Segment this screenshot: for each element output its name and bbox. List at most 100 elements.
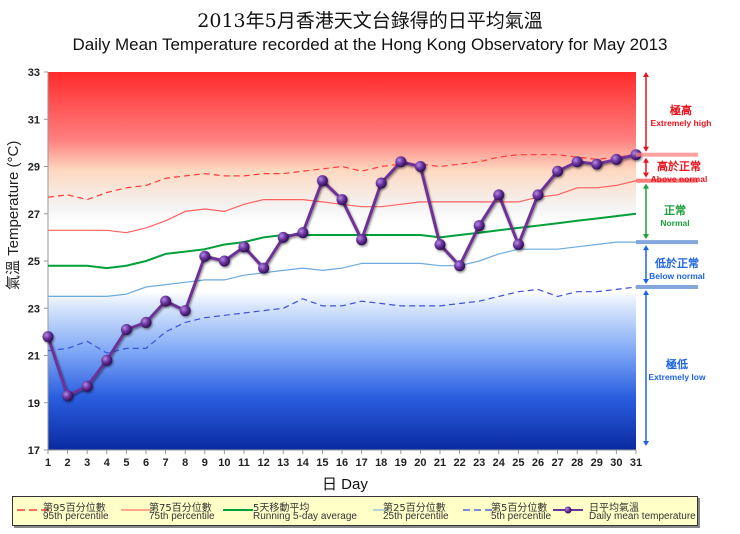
band-zh: 正常 [664,204,686,217]
solid-line-icon [223,509,253,511]
x-tick-label: 22 [453,457,465,469]
solid-line-icon [373,509,387,511]
data-point-marker [454,260,466,272]
legend-label-en: 5th percentile [491,511,552,522]
data-point-marker [434,238,446,250]
band-en: Below normal [649,271,705,281]
x-tick-label: 6 [143,457,149,469]
x-tick-label: 11 [238,457,250,469]
x-tick-label: 29 [591,457,603,469]
x-tick-label: 31 [630,457,642,469]
data-point-marker [42,331,54,343]
x-tick-label: 28 [571,457,583,469]
dashed-line-icon [463,509,495,511]
band-zh: 極低 [666,358,688,371]
band-extremely-low: 極低 Extremely low [632,356,722,382]
dashed-line-icon [17,509,49,511]
legend-label-en: Daily mean temperature [589,511,696,522]
legend-label-zh: 第95百分位數 [43,503,106,514]
band-en: Normal [660,218,690,228]
x-tick-label: 27 [551,457,563,469]
series-5th-percentile [47,286,637,354]
x-tick-label: 26 [532,457,544,469]
data-point-marker [591,158,603,170]
band-en: Extremely low [648,372,706,382]
y-tick-label: 27 [28,209,40,221]
data-point-marker [512,238,524,250]
x-tick-label: 4 [104,457,111,469]
legend: 第95百分位數 95th percentile 第75百分位數 75th per… [12,496,698,526]
data-point-marker [81,380,93,392]
data-point-marker [140,316,152,328]
plot-background [48,72,636,450]
x-tick-label: 18 [375,457,387,469]
x-tick-label: 16 [336,457,348,469]
legend-label-en: Running 5-day average [253,511,357,522]
category-arrows [636,72,698,446]
data-point-marker [571,156,583,168]
data-point-marker [414,161,426,172]
band-en: Above normal [650,174,708,184]
y-tick-label: 19 [28,398,40,410]
y-tick-label: 25 [28,256,40,268]
data-point-marker [297,227,309,239]
data-point-marker [473,220,485,232]
x-tick-label: 25 [512,457,524,469]
marker-line-icon [553,506,583,514]
x-tick-label: 7 [163,457,169,469]
x-tick-label: 12 [257,457,269,469]
y-tick-label: 17 [28,445,40,457]
legend-label-zh: 日平均氣溫 [589,503,639,514]
y-axis-label: 氣溫 Temperature (°C) [5,140,22,290]
data-point-marker [493,189,505,201]
x-tick-label: 24 [493,457,506,469]
x-tick-label: 30 [610,457,622,469]
x-tick-label: 14 [297,457,310,469]
x-tick-label: 21 [434,457,446,469]
x-tick-label: 1 [45,457,51,469]
band-above-normal: 高於正常 Above normal [634,158,724,184]
x-tick-label: 2 [65,457,71,469]
data-point-marker [610,153,622,165]
legend-label-zh: 第25百分位數 [383,503,446,514]
x-tick-label: 15 [316,457,328,469]
series-95th-percentile [47,154,637,201]
x-tick-label: 20 [414,457,426,469]
chart-title-en: Daily Mean Temperature recorded at the H… [72,35,668,54]
x-tick-label: 17 [355,457,367,469]
data-point-marker [532,189,544,201]
legend-label-en: 95th percentile [43,511,109,522]
data-point-marker [160,295,172,307]
legend-label-zh: 第75百分位數 [149,503,212,514]
x-tick-label: 9 [202,457,208,469]
band-extremely-high: 極高 Extremely high [636,102,726,128]
band-en: Extremely high [650,118,712,128]
band-zh: 高於正常 [657,160,701,173]
band-zh: 極高 [670,104,692,117]
data-point-marker [218,255,230,267]
x-axis-label: 日 Day [322,476,368,493]
data-point-marker [356,234,368,246]
x-tick-label: 5 [123,457,129,469]
x-tick-label: 8 [182,457,188,469]
y-tick-label: 29 [28,162,40,174]
x-tick-label: 19 [395,457,407,469]
y-tick-label: 31 [28,114,40,126]
data-point-marker [336,194,348,206]
band-zh: 低於正常 [655,257,699,270]
legend-label-zh: 5天移動平均 [253,503,310,514]
data-point-marker [316,175,328,187]
x-tick-label: 23 [473,457,485,469]
series-lines [42,149,642,402]
x-tick-label: 10 [218,457,230,469]
data-point-marker [395,156,407,168]
data-point-marker [375,177,387,189]
band-normal: 正常 Normal [630,202,720,228]
series-running-5-day-average [48,212,637,270]
band-below-normal: 低於正常 Below normal [632,255,722,281]
legend-label-en: 25th percentile [383,511,449,522]
data-point-marker [277,231,289,243]
y-tick-label: 23 [28,303,40,315]
solid-line-icon [121,509,151,511]
